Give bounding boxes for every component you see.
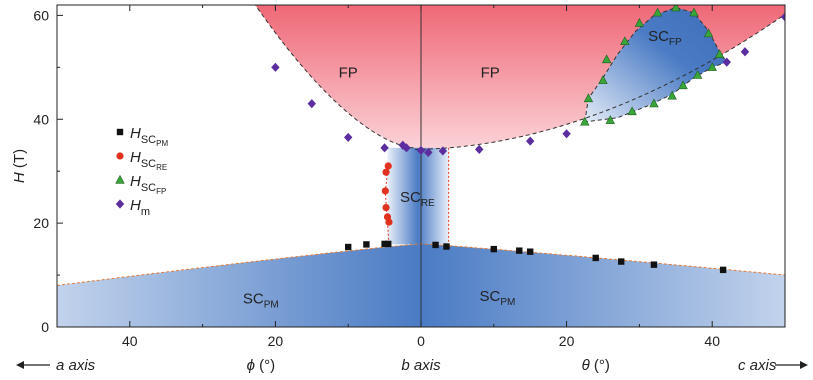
legend-triangle-marker xyxy=(115,174,125,184)
square-data-point xyxy=(516,247,523,254)
x-tick-label: 20 xyxy=(268,333,284,349)
circle-data-point xyxy=(381,187,389,195)
sc-re-region xyxy=(387,147,449,245)
diamond-data-point xyxy=(740,47,750,57)
legend-square-marker xyxy=(116,128,124,136)
x-tick-label: 40 xyxy=(704,333,720,349)
fp-left-label: FP xyxy=(339,65,358,82)
triangle-data-point xyxy=(649,98,659,108)
triangle-data-point xyxy=(692,69,703,79)
diamond-data-point xyxy=(307,99,316,109)
square-data-point xyxy=(650,261,658,268)
fp-right-label: FP xyxy=(481,65,500,82)
legend-entry-label: HSCPM xyxy=(130,125,168,148)
y-axis-title: H (T) xyxy=(11,149,28,183)
sc-pm-left-label: SCPM xyxy=(243,290,279,310)
sc-fp-label: SCFP xyxy=(648,28,682,48)
diamond-data-point xyxy=(402,143,411,153)
sc-pm-right-label: SCPM xyxy=(480,288,516,308)
legend-entry-label: Hm xyxy=(130,197,150,218)
legend-diamond-marker xyxy=(115,199,125,209)
triangle-data-point xyxy=(605,115,615,124)
square-data-point xyxy=(432,241,439,249)
circle-data-point xyxy=(382,168,390,176)
y-tick-label: 0 xyxy=(41,319,49,335)
y-tick-label: 60 xyxy=(33,7,49,23)
c-axis-text: c axis xyxy=(738,357,777,374)
diamond-data-point xyxy=(475,144,484,154)
a-axis-text: a axis xyxy=(56,357,96,374)
square-data-point xyxy=(618,258,625,265)
diamond-data-point xyxy=(722,57,731,67)
square-data-point xyxy=(719,266,727,274)
sc-fp-boundary-line xyxy=(584,7,728,123)
c-axis-label: c axis xyxy=(738,357,808,374)
triangle-data-point xyxy=(652,7,663,17)
triangle-data-point xyxy=(580,116,590,126)
triangle-data-point xyxy=(689,7,699,17)
legend-circle-marker xyxy=(116,152,124,160)
y-tick-label: 20 xyxy=(33,215,49,231)
fp-region xyxy=(253,5,785,150)
square-data-point xyxy=(363,241,370,248)
square-data-point xyxy=(592,254,599,262)
triangle-data-point xyxy=(678,80,688,90)
square-data-point xyxy=(345,243,352,251)
diamond-data-point xyxy=(526,136,535,146)
square-data-point xyxy=(381,240,388,248)
triangle-data-point xyxy=(707,62,717,71)
x-tick-label: 40 xyxy=(122,333,138,349)
diamond-data-point xyxy=(416,145,426,156)
triangle-data-point xyxy=(627,106,637,116)
y-tick-label: 40 xyxy=(33,111,49,127)
x-tick-label: 20 xyxy=(559,333,575,349)
fp-boundary-line xyxy=(254,5,785,150)
circle-data-point xyxy=(382,203,390,212)
theta-axis-title: θ (°) xyxy=(582,357,610,374)
triangle-data-point xyxy=(671,5,681,12)
diamond-data-point xyxy=(271,62,280,72)
square-data-point xyxy=(490,245,497,253)
legend-entry-label: HSCRE xyxy=(130,149,167,172)
diamond-data-point xyxy=(438,146,448,156)
triangle-data-point xyxy=(714,49,725,58)
triangle-data-point xyxy=(583,93,594,103)
sc-re-label: SCRE xyxy=(400,189,435,209)
diamond-data-point xyxy=(780,12,785,22)
phi-axis-title: ϕ (°) xyxy=(247,357,276,374)
circle-data-point xyxy=(384,162,392,170)
triangle-data-point xyxy=(620,36,630,45)
square-data-point xyxy=(443,243,450,250)
diamond-data-point xyxy=(380,143,389,153)
plot-area xyxy=(57,5,785,327)
x-tick-label: 0 xyxy=(417,333,425,349)
circle-data-point xyxy=(385,218,393,226)
sc-fp-region xyxy=(584,7,727,122)
data-markers xyxy=(271,5,785,274)
triangle-data-point xyxy=(667,90,677,100)
square-data-point xyxy=(385,240,392,248)
diamond-data-point xyxy=(424,147,433,158)
triangle-data-point xyxy=(634,18,645,27)
triangle-data-point xyxy=(601,54,612,64)
a-axis-label: a axis xyxy=(16,357,96,374)
square-data-point xyxy=(527,248,534,255)
diamond-data-point xyxy=(562,129,571,139)
triangle-data-point xyxy=(598,75,608,84)
axis-ticks: 0 20 40 60 40 20 0 20 40 xyxy=(33,5,786,349)
legend-entry-label: HSCFP xyxy=(130,173,166,196)
triangle-data-point xyxy=(703,28,714,38)
diamond-data-point xyxy=(344,132,353,143)
b-axis-label: b axis xyxy=(401,357,441,374)
